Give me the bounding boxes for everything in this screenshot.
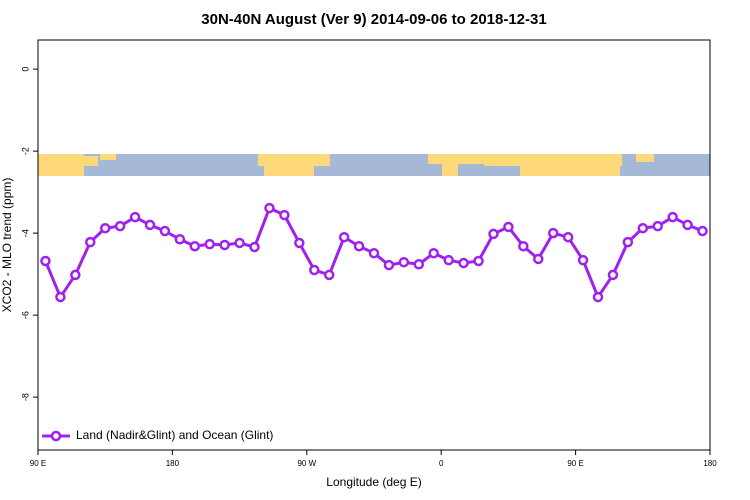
data-point [249,241,260,253]
data-point [488,228,499,240]
data-point [55,291,66,303]
data-point [413,259,425,270]
x-axis-label: Longitude (deg E) [326,475,421,489]
data-point [443,254,454,266]
data-point [682,219,693,231]
data-point [622,236,634,248]
plot-frame [37,39,711,451]
data-point [428,247,439,259]
data-point [264,202,275,214]
data-point [518,240,529,252]
legend-marker [50,430,62,442]
data-point [592,291,604,303]
data-point [383,259,395,271]
data-point [294,237,305,249]
data-point [547,227,559,239]
data-point [607,269,619,281]
data-point [234,237,245,249]
data-point [204,238,215,250]
data-point [353,240,365,252]
y-tick-label: -4 [20,229,30,237]
y-tick-label: -6 [20,311,30,319]
data-point [697,225,708,237]
data-point [323,269,335,281]
land-mask [38,154,710,176]
y-tick-label: 0 [20,67,30,72]
y-axis-label: XCO2 - MLO trend (ppm) [0,178,14,313]
data-point [159,225,171,237]
data-point [652,220,663,232]
y-tick-label: -8 [20,393,30,401]
data-point [85,236,96,248]
chart-title: 30N-40N August (Ver 9) 2014-09-06 to 201… [201,11,546,28]
data-point [473,255,484,267]
data-point [398,256,410,268]
x-tick-label: 180 [703,459,717,468]
data-point [279,209,290,221]
data-point [368,247,380,259]
y-tick-label: -2 [20,147,30,155]
data-point [129,211,141,223]
data-point [40,255,51,267]
data-point [637,222,649,234]
data-point [219,239,230,251]
x-tick-label: 0 [439,459,444,468]
x-tick-label: 90 W [297,459,316,468]
data-point [503,221,514,233]
x-tick-label: 180 [166,459,180,468]
data-point [70,269,81,281]
data-point [174,234,186,245]
data-point [189,240,201,252]
legend-label: Land (Nadir&Glint) and Ocean (Glint) [76,428,273,442]
data-point [667,211,678,223]
data-point [114,220,126,232]
data-point [562,231,574,243]
data-point [144,219,156,231]
data-point [533,253,544,265]
data-point [577,254,589,266]
data-point [458,257,469,269]
x-tick-label: 90 E [30,459,46,468]
data-point [309,264,320,276]
data-point [99,222,111,234]
x-tick-label: 90 E [567,459,583,468]
data-point [338,231,350,243]
